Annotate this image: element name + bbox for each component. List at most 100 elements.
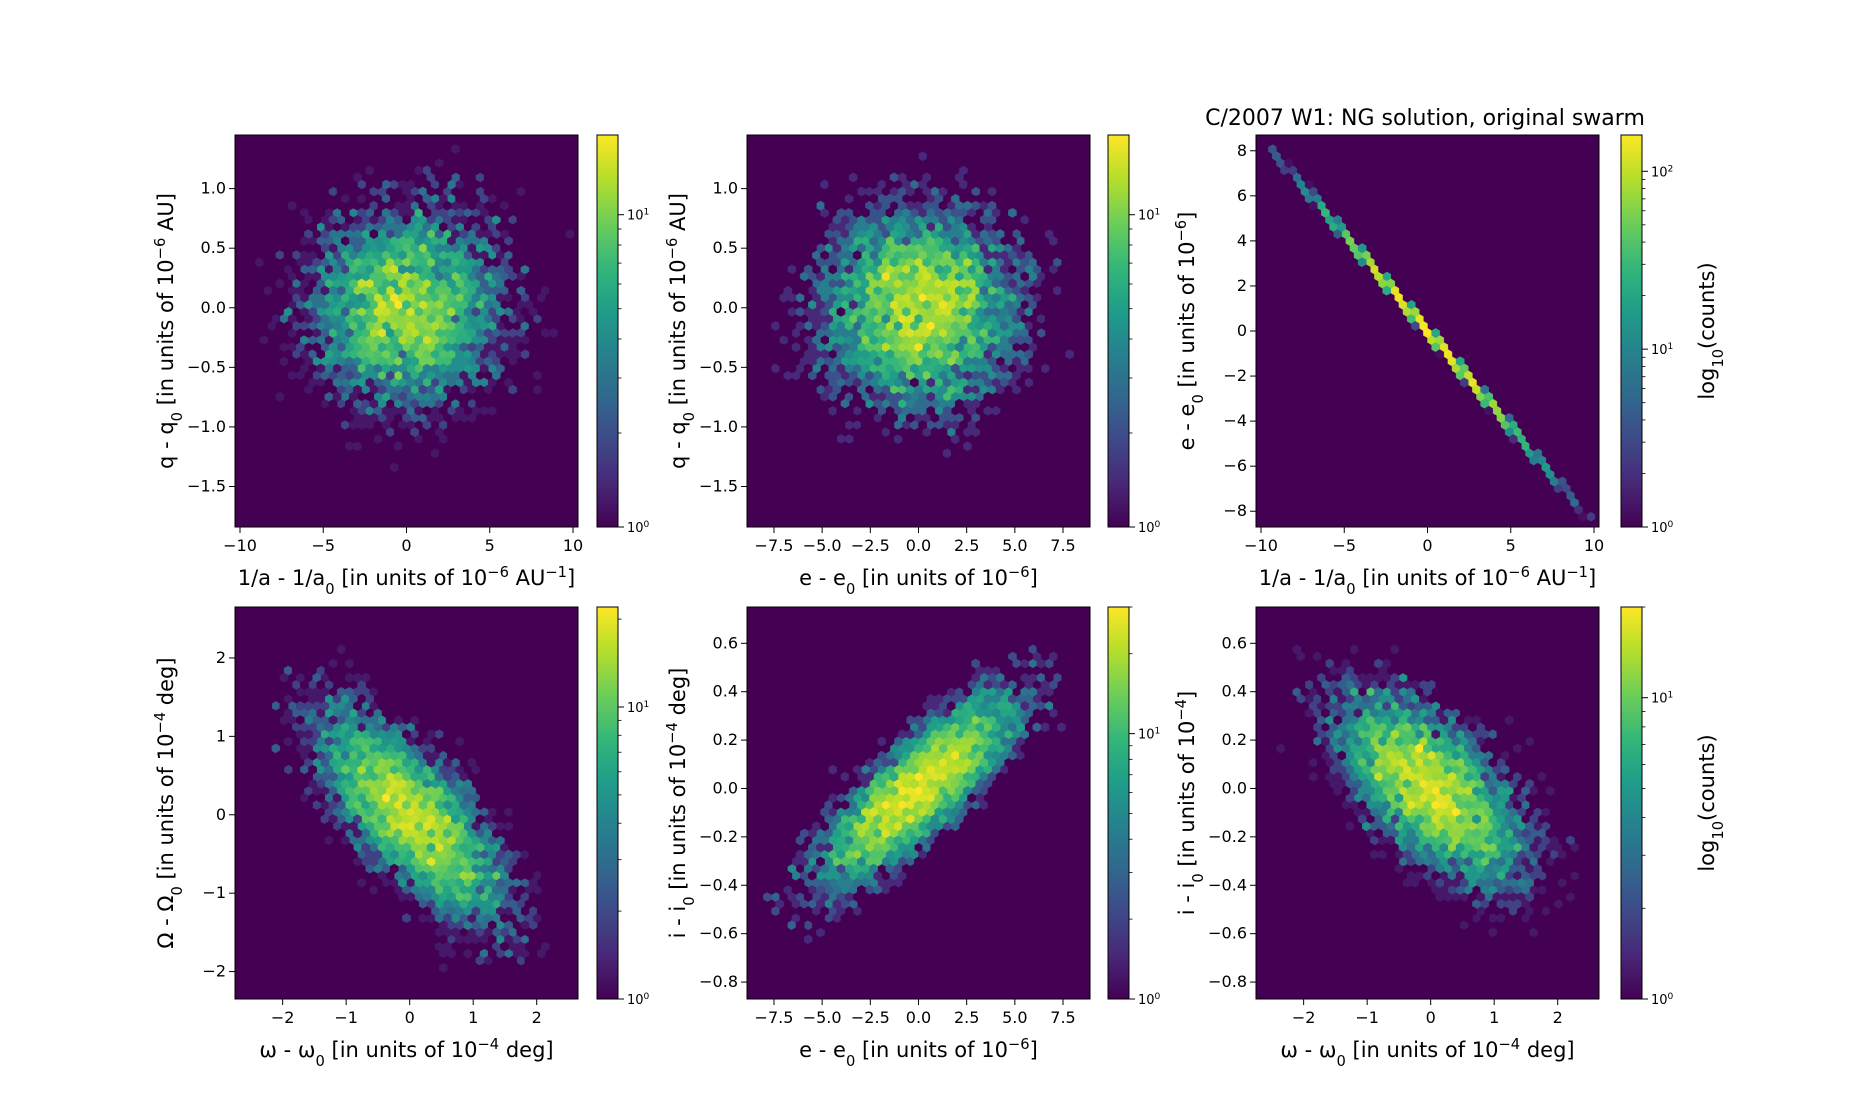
hex-bin (422, 906, 432, 917)
hex-bin (1459, 948, 1469, 959)
hex-bin (1374, 644, 1383, 655)
hex-bin (771, 420, 780, 430)
x-axis-label: e - e0 [in units of 10−6] (799, 1036, 1038, 1070)
hex-bin (959, 377, 968, 388)
hex-bin (873, 441, 882, 452)
hex-bin (1439, 785, 1449, 796)
hex-bin (332, 264, 342, 275)
hex-bin (1353, 708, 1363, 719)
hex-bin (341, 750, 350, 761)
hex-bin (857, 800, 866, 810)
hex-bin (902, 306, 911, 317)
hex-bin (1529, 842, 1538, 853)
colorbar-tick-label: 100 (1138, 520, 1161, 536)
hex-bin (1361, 736, 1371, 747)
hex-bin (783, 200, 793, 211)
hex-bin (1044, 630, 1054, 641)
hex-bin (1016, 665, 1025, 676)
hex-bin (934, 835, 944, 846)
hex-bin (1321, 595, 1329, 604)
hex-bin (832, 884, 842, 895)
hex-bin (893, 221, 903, 232)
hex-bin (1292, 607, 1302, 612)
hex-bin (934, 750, 944, 761)
y-tick-label: −0.4 (699, 875, 738, 894)
hex-bin (349, 264, 358, 275)
hex-bin (1304, 708, 1314, 719)
hex-bin (918, 250, 927, 261)
hex-bin (1028, 285, 1038, 296)
hex-bin (336, 370, 346, 381)
hex-bin (1476, 920, 1485, 931)
hex-bin (320, 313, 330, 324)
hex-bin (1496, 828, 1506, 839)
hex-bin (267, 665, 276, 676)
hex-bin (394, 427, 403, 438)
hexbin-layer (1256, 595, 1599, 980)
hex-bin (893, 391, 903, 402)
hex-bin (528, 892, 538, 902)
hex-bin (308, 221, 317, 232)
hex-bin (791, 384, 801, 395)
y-tick-label: −0.8 (1208, 972, 1247, 991)
hex-bin (1276, 785, 1285, 796)
hex-bin (1541, 462, 1551, 473)
hex-bin (983, 391, 993, 402)
hex-bin (1517, 920, 1526, 931)
hex-bin (1378, 264, 1387, 275)
hex-bin (1008, 236, 1017, 247)
hex-bin (504, 193, 513, 204)
hex-bin (496, 221, 505, 232)
hex-bin (799, 800, 809, 810)
hex-bin (820, 420, 829, 430)
hex-bin (463, 391, 472, 402)
hex-bin (463, 948, 472, 959)
hex-bin (312, 172, 321, 183)
hexbin-layer (747, 607, 1090, 994)
hex-bin (1040, 764, 1050, 775)
hex-bin (304, 328, 313, 338)
hex-bin (942, 764, 952, 775)
hex-bin (492, 983, 501, 994)
hex-bin (1000, 504, 1009, 515)
hex-bin (259, 609, 268, 620)
hex-bin (1057, 722, 1066, 733)
hex-bin (500, 814, 509, 825)
hex-bin (857, 135, 866, 140)
hex-bin (1000, 193, 1009, 204)
hex-bin (918, 193, 927, 204)
hexbin-layer (235, 609, 575, 994)
hex-bin (308, 377, 317, 388)
hex-bin (991, 736, 1001, 747)
hex-bin (942, 679, 952, 690)
hex-bin (455, 320, 464, 331)
hex-bin (1415, 884, 1424, 895)
hex-bin (775, 899, 784, 910)
hex-bin (475, 398, 485, 409)
hex-bin (549, 370, 558, 381)
hex-bin (349, 792, 358, 803)
hex-bin (897, 842, 907, 853)
hex-bin (1284, 630, 1294, 641)
hex-bin (320, 384, 330, 395)
hex-bin (914, 715, 923, 726)
panel-e: −7.5 −5.0 −2.5 0.0 2.5 5.0 7.5−0.8−0.6−0.4−0.2… (664, 606, 1161, 1070)
x-tick-label: 10 (563, 536, 583, 555)
hex-bin (369, 214, 379, 225)
x-tick-label: 0 (405, 1008, 415, 1027)
hex-bin (955, 342, 964, 353)
hex-bin (373, 637, 383, 648)
hex-bin (1304, 179, 1314, 190)
hex-bin (341, 207, 350, 218)
hex-bin (983, 679, 993, 690)
hex-bin (877, 278, 886, 289)
hex-bin (934, 264, 944, 275)
hex-bin (385, 884, 395, 895)
hex-bin (353, 814, 362, 825)
hex-bin (975, 637, 984, 648)
hex-bin (332, 863, 342, 874)
hex-bin (926, 377, 935, 388)
hex-bin (910, 778, 919, 789)
hex-bin (869, 863, 878, 874)
hex-bin (1048, 391, 1058, 402)
